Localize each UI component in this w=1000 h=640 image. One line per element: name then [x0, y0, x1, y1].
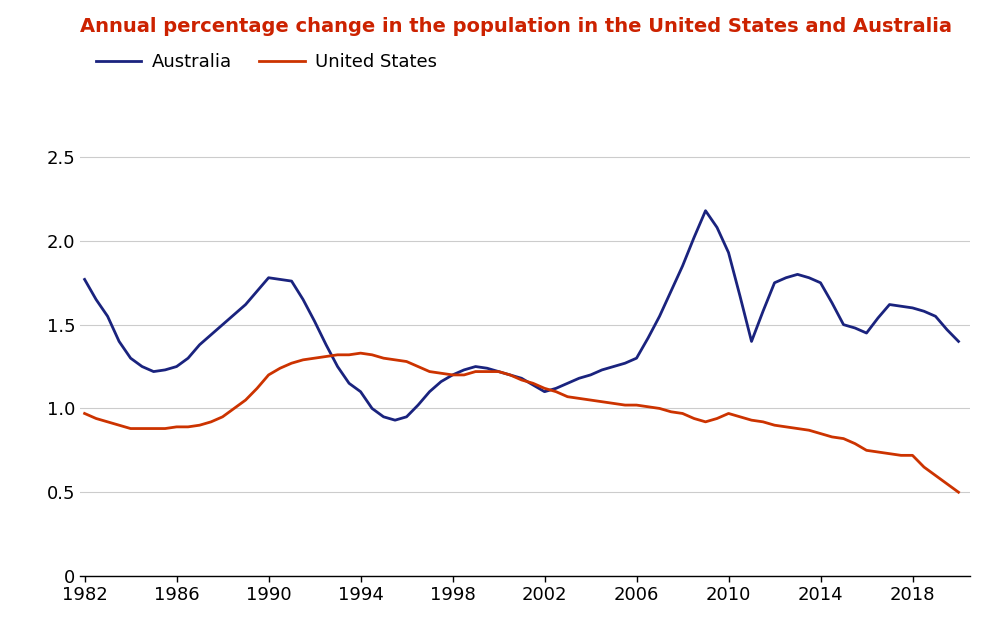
- United States: [447, 371, 459, 379]
- Australia: [389, 417, 401, 424]
- Australia: [470, 363, 482, 371]
- Australia: [251, 287, 263, 295]
- Australia: [378, 413, 390, 420]
- United States: [389, 356, 401, 364]
- United States: [378, 355, 390, 362]
- Australia: [573, 374, 585, 382]
- United States: [79, 410, 91, 417]
- Line: United States: United States: [85, 353, 959, 492]
- Legend: Australia, United States: Australia, United States: [89, 46, 445, 78]
- Australia: [953, 337, 965, 345]
- Australia: [366, 404, 378, 412]
- Text: Annual percentage change in the population in the United States and Australia: Annual percentage change in the populati…: [80, 17, 952, 36]
- United States: [251, 385, 263, 392]
- Australia: [79, 276, 91, 284]
- Australia: [700, 207, 712, 214]
- United States: [355, 349, 367, 357]
- Line: Australia: Australia: [85, 211, 959, 420]
- Australia: [447, 371, 459, 379]
- United States: [470, 368, 482, 376]
- United States: [573, 394, 585, 402]
- United States: [953, 488, 965, 496]
